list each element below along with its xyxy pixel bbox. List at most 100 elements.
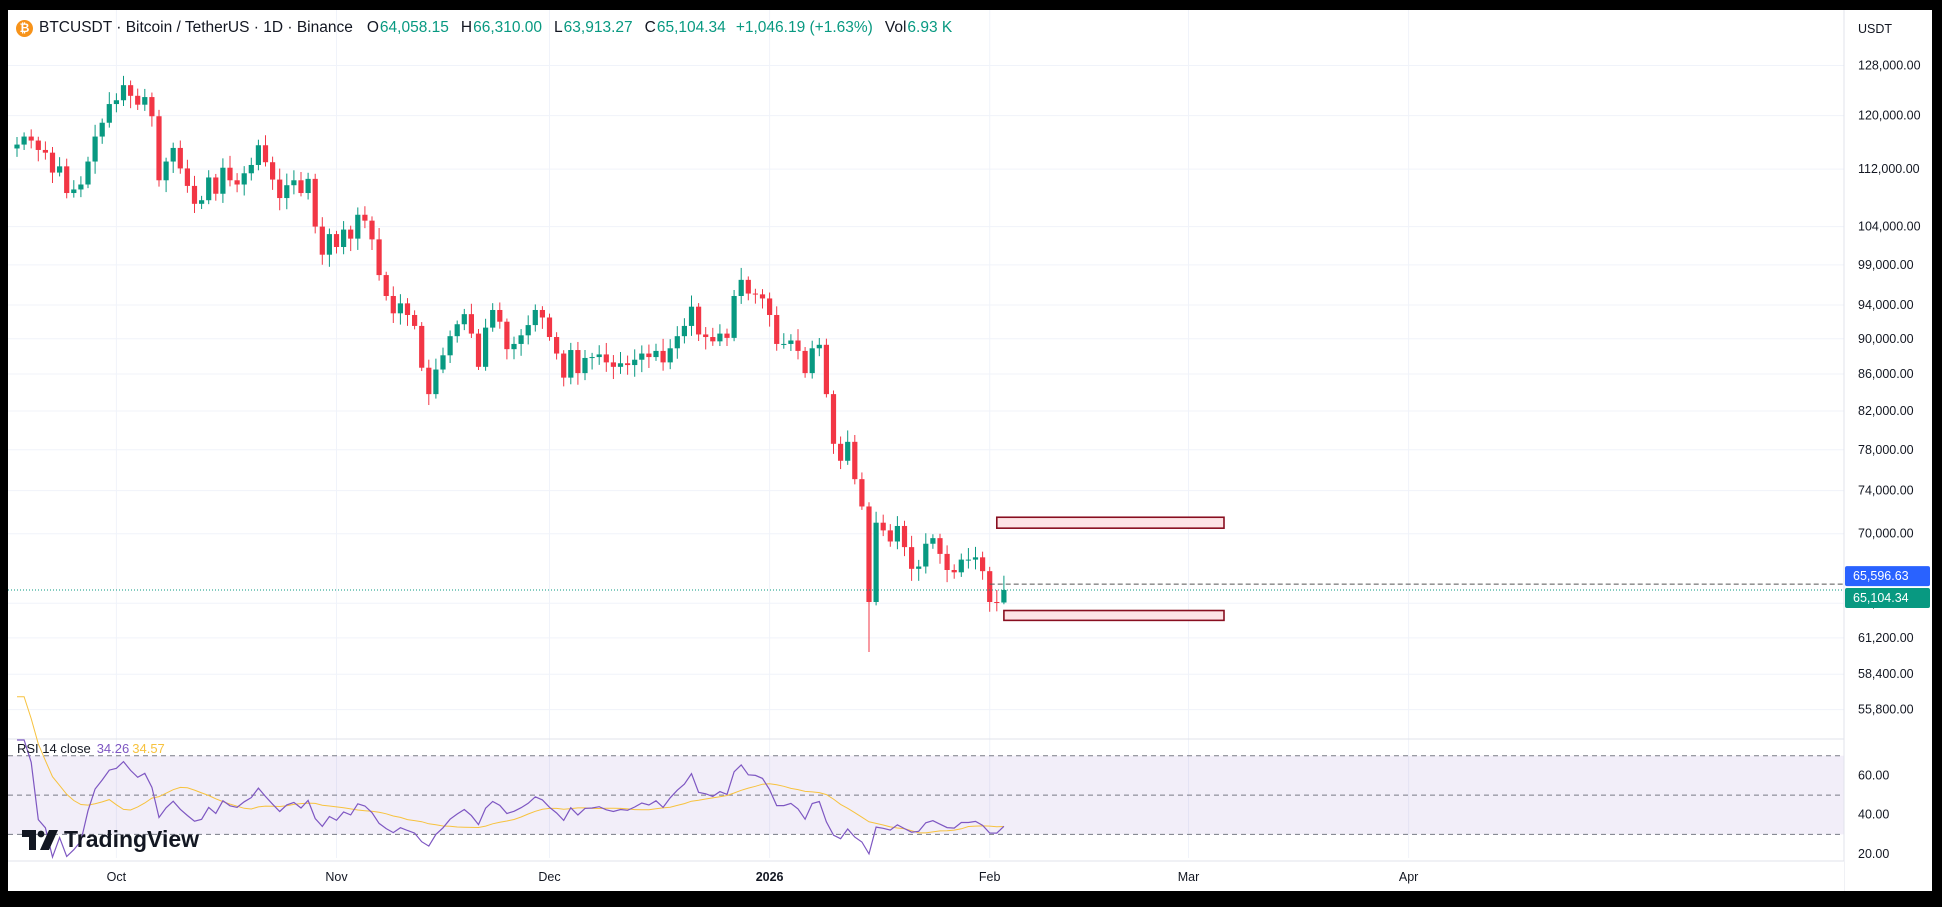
candle bbox=[454, 320, 460, 343]
time-tick-label: Oct bbox=[107, 870, 127, 884]
candle-body bbox=[191, 185, 198, 204]
candle-body bbox=[113, 100, 119, 105]
candle bbox=[951, 564, 957, 579]
close-label: C bbox=[644, 19, 656, 36]
candle bbox=[795, 329, 801, 360]
candle bbox=[135, 88, 141, 110]
candle bbox=[873, 511, 879, 606]
candle bbox=[504, 318, 510, 360]
candle-body bbox=[135, 95, 141, 105]
candle-body bbox=[632, 359, 638, 366]
candle-body bbox=[284, 185, 290, 199]
candle-body bbox=[184, 168, 190, 186]
high-label: H bbox=[460, 19, 473, 36]
candle bbox=[546, 313, 553, 341]
candle bbox=[14, 136, 20, 157]
candle-body bbox=[348, 229, 354, 239]
zone-box bbox=[995, 516, 1225, 529]
candle bbox=[184, 159, 190, 193]
candle bbox=[632, 349, 638, 377]
candle-body bbox=[518, 335, 524, 344]
candle-body bbox=[319, 226, 325, 255]
candle-body bbox=[752, 293, 758, 295]
candle bbox=[362, 206, 368, 229]
candle-body bbox=[951, 569, 957, 573]
candle bbox=[220, 158, 226, 203]
candle-body bbox=[738, 279, 744, 296]
candle-body bbox=[958, 559, 964, 573]
candle-body bbox=[830, 394, 837, 444]
candle bbox=[575, 341, 581, 385]
candle bbox=[461, 308, 467, 331]
candle-body bbox=[880, 522, 886, 531]
candle bbox=[610, 355, 616, 380]
candle bbox=[703, 327, 709, 350]
price-tick-label: 82,000.00 bbox=[1858, 404, 1914, 418]
candle-body bbox=[383, 275, 389, 296]
candle bbox=[944, 545, 950, 583]
candle-body bbox=[220, 167, 226, 194]
candle-body bbox=[440, 355, 446, 370]
candle-body bbox=[298, 180, 304, 194]
candle-body bbox=[475, 333, 482, 367]
candle bbox=[625, 355, 631, 375]
rsi-indicator bbox=[17, 696, 1005, 860]
candle-body bbox=[852, 441, 858, 480]
candle bbox=[170, 142, 176, 173]
candle bbox=[987, 566, 993, 612]
candle bbox=[149, 92, 155, 127]
price-chart[interactable]: 128,000.00 120,000.00 112,000.00 104,000.00… bbox=[8, 10, 1932, 891]
candle bbox=[475, 328, 482, 370]
time-axis: Oct Nov Dec 2026 Feb Mar Apr bbox=[8, 860, 1844, 891]
candle bbox=[674, 326, 680, 359]
candle bbox=[859, 472, 865, 510]
support-resistance-zones bbox=[995, 516, 1225, 622]
candle bbox=[696, 303, 702, 342]
price-tick-label: 104,000.00 bbox=[1858, 220, 1921, 234]
candle bbox=[596, 345, 602, 365]
candle-body bbox=[681, 325, 687, 337]
price-tick-label: 78,000.00 bbox=[1858, 443, 1914, 457]
candle bbox=[305, 172, 311, 200]
candle-body bbox=[816, 344, 822, 349]
rsi-legend[interactable]: RSI 14 close 34.26 34.57 bbox=[17, 741, 165, 756]
candle bbox=[85, 156, 91, 189]
candle-body bbox=[206, 177, 212, 201]
time-tick-label: Mar bbox=[1178, 870, 1200, 884]
candle bbox=[788, 334, 794, 351]
candle-body bbox=[28, 136, 34, 141]
candle-body bbox=[404, 303, 411, 315]
tradingview-logo[interactable]: TradingView bbox=[22, 826, 199, 853]
currency-unit[interactable]: USDT bbox=[1858, 22, 1893, 36]
candle bbox=[412, 310, 418, 330]
price-grid bbox=[8, 10, 1844, 858]
candle bbox=[227, 155, 233, 187]
candle-body bbox=[916, 566, 922, 569]
candle-body bbox=[909, 547, 915, 569]
symbol-title[interactable]: BTCUSDT · Bitcoin / TetherUS · 1D · Bina… bbox=[39, 19, 353, 36]
candle bbox=[994, 590, 1000, 612]
time-tick-label: Nov bbox=[325, 870, 348, 884]
candle-body bbox=[326, 234, 332, 255]
candle bbox=[277, 168, 283, 211]
candle bbox=[348, 225, 354, 252]
candle bbox=[312, 173, 318, 234]
candle bbox=[554, 332, 560, 360]
bitcoin-icon: ₿ bbox=[16, 19, 33, 37]
candle-body bbox=[774, 314, 780, 344]
candle-body bbox=[177, 147, 183, 169]
candle bbox=[42, 141, 48, 160]
candle bbox=[404, 298, 411, 326]
candle-body bbox=[483, 327, 489, 367]
candle bbox=[972, 546, 979, 570]
candle bbox=[92, 124, 98, 174]
price-tick-label: 58,400.00 bbox=[1858, 667, 1914, 681]
candle bbox=[909, 535, 915, 581]
candle-body bbox=[994, 601, 1000, 603]
candle bbox=[128, 80, 134, 109]
candle bbox=[241, 166, 247, 196]
candle bbox=[717, 324, 723, 347]
candle-body bbox=[532, 309, 538, 326]
open-value: 64,058.15 bbox=[379, 19, 449, 36]
candle bbox=[958, 553, 964, 577]
